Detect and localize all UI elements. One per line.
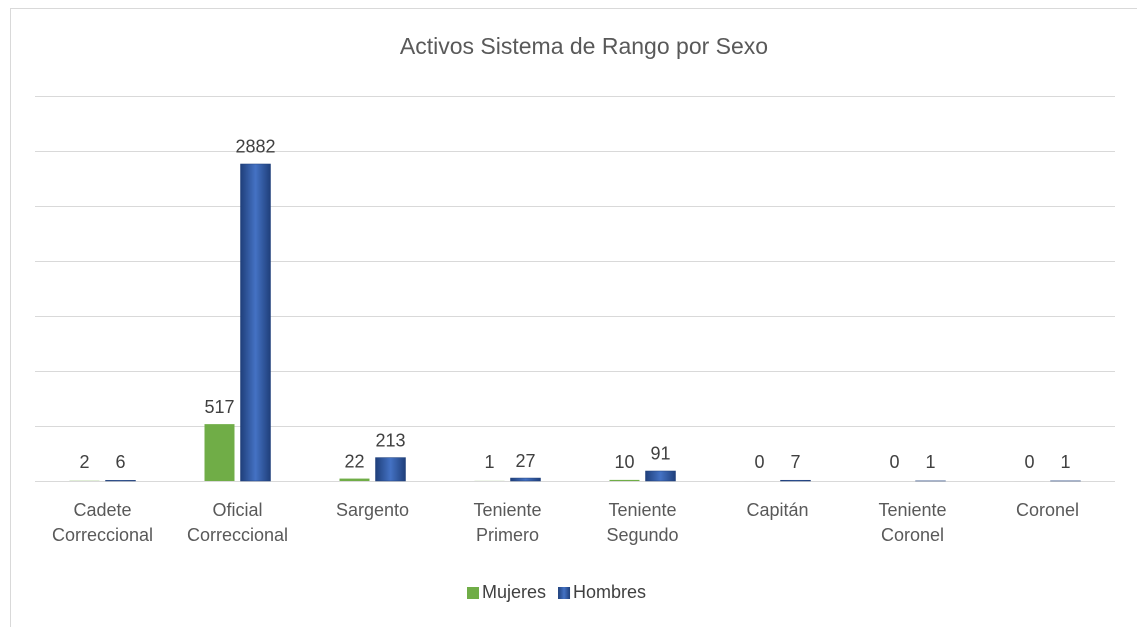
- x-tick-label: Capitán: [746, 500, 809, 520]
- x-tick-label: Coronel: [1015, 500, 1080, 520]
- x-tick-label: Cadete Correccional: [51, 500, 154, 545]
- value-label: 6: [115, 452, 125, 472]
- value-label: 22: [344, 451, 364, 471]
- chart-border: [10, 8, 1137, 627]
- value-label: 7: [790, 452, 800, 472]
- value-label: 91: [650, 444, 670, 464]
- value-label: 2882: [235, 137, 275, 157]
- x-tick-label: Teniente Coronel: [878, 500, 947, 545]
- value-label: 0: [889, 452, 899, 472]
- bar: [780, 479, 811, 482]
- x-tick-label: Teniente Primero: [473, 500, 542, 545]
- value-label: 0: [1024, 452, 1034, 472]
- value-label: 2: [79, 452, 89, 472]
- value-label: 10: [614, 452, 634, 472]
- chart-title: Activos Sistema de Rango por Sexo: [400, 33, 768, 59]
- bar: [105, 480, 136, 482]
- legend-swatch: [558, 587, 571, 599]
- bar: [375, 457, 406, 482]
- x-tick-label: Teniente Segundo: [606, 500, 679, 545]
- bar: [339, 478, 370, 481]
- bar: [609, 479, 640, 481]
- legend-label: Hombres: [573, 582, 646, 602]
- value-label: 0: [754, 452, 764, 472]
- value-label: 1: [925, 452, 935, 472]
- value-label: 1: [484, 452, 494, 472]
- x-tick-label: Oficial Correccional: [186, 500, 289, 545]
- legend-swatch: [467, 587, 479, 599]
- bar: [510, 477, 541, 482]
- value-label: 27: [515, 451, 535, 471]
- value-label: 213: [375, 430, 405, 450]
- value-label: 1: [1060, 452, 1070, 472]
- legend-label: Mujeres: [482, 582, 546, 602]
- bar: [645, 470, 676, 482]
- bar: [240, 163, 271, 482]
- x-tick-label: Sargento: [335, 500, 410, 520]
- value-label: 517: [204, 397, 234, 417]
- bar: [204, 424, 235, 481]
